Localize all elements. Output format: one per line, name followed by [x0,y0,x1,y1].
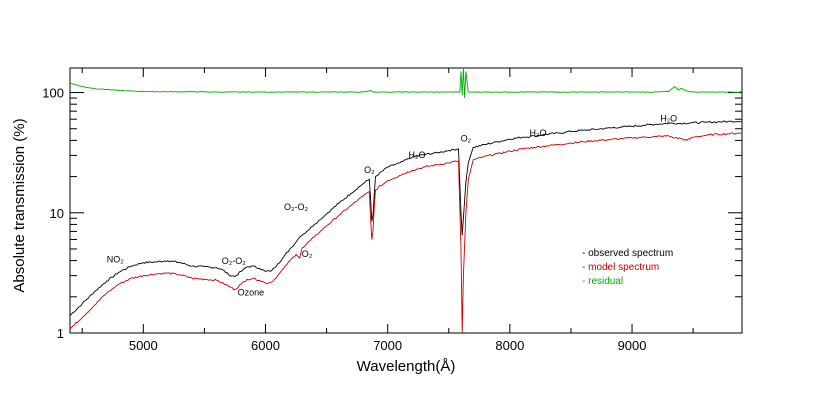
annotation-o2-3: O₂ [461,134,472,144]
series-line-residual [69,67,743,99]
annotation-o2o2-2: O₂-O₂ [284,202,308,212]
x-tick-label: 6000 [251,338,280,353]
x-tick-label: 5000 [129,338,158,353]
x-tick-label: 8000 [495,338,524,353]
x-tick-label: 7000 [373,338,402,353]
annotation-no2: NO₂ [107,255,125,265]
y-tick-label: 1 [57,326,64,341]
annotation-o2o2-1: O₂-O₂ [222,256,246,266]
legend: - observed spectrum - model spectrum - res… [582,248,673,287]
series-line-observed-spectrum [69,120,743,316]
y-axis-label: Absolute transmission (%) [11,118,28,292]
annotation-o2-1: O₂ [302,249,313,259]
series-layer [69,67,743,334]
x-tick-label: 9000 [618,338,647,353]
legend-entry: - model spectrum [582,262,659,273]
annotation-h2o-3: H₂O [660,113,677,123]
axes-layer: 5000 6000 7000 8000 9000 1 10 100 Wavelength(Å) A… [11,67,743,375]
annotation-o2-2: O₂ [364,165,375,175]
y-tick-label: 10 [50,206,64,221]
legend-entry: - observed spectrum [582,248,673,259]
annotation-h2o-2: H₂O [529,128,546,138]
annotation-h2o-1: H₂O [408,150,425,160]
y-tick-label: 100 [42,86,64,101]
series-line-model-spectrum [69,132,742,334]
legend-entry: - residual [582,276,623,287]
annotation-layer: NO₂ O₂-O₂ Ozone O₂-O₂ O₂ O₂ H₂O O₂ H₂O H₂O [107,113,677,297]
x-axis-label: Wavelength(Å) [357,358,456,375]
plot-frame [69,67,743,334]
annotation-ozone: Ozone [238,288,265,298]
